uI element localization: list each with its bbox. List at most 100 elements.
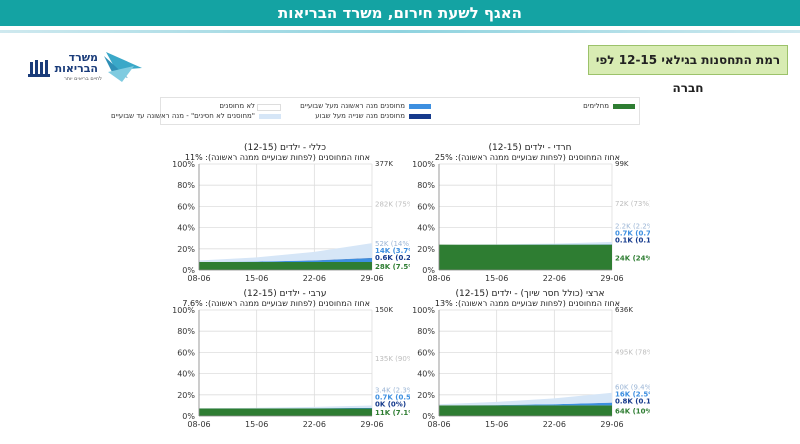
x-tick-label: 08-06 xyxy=(187,420,210,429)
x-tick-label: 15-06 xyxy=(485,420,508,429)
x-tick-label: 08-06 xyxy=(187,274,210,283)
chart-subtitle: אחוז המחוסנים (לפחות שבועיים ממנה ראשונה… xyxy=(184,153,370,162)
y-tick-label: 20% xyxy=(417,245,435,254)
area-pending xyxy=(439,241,612,245)
chart-title: כללי - ילדים (12-15) xyxy=(243,143,327,153)
label-first-dose: 0.7K (0.7%) xyxy=(615,230,650,238)
logo-text: משרד הבריאות xyxy=(54,51,98,75)
label-recovered: 11K (7.1%) xyxy=(375,409,410,417)
legend-label-first: מחוסנים מנה ראשונה מעל שבועיים xyxy=(300,102,405,110)
area-pending xyxy=(199,243,372,262)
page-title: רמת התחסנות בגילאי 12-15 לפי חברה xyxy=(588,45,788,95)
y-tick-label: 20% xyxy=(417,391,435,400)
chart-title: חרדי - ילדים (12-15) xyxy=(488,143,572,153)
chart-general: 0% 20% 40% 60% 80% 100% 08-06 15-06 22-06 29-06 37… xyxy=(172,160,410,283)
logo-line1: משרד xyxy=(68,51,98,64)
y-tick-label: 0% xyxy=(182,266,195,275)
label-pending: 2.2K (2.2%) xyxy=(615,223,650,231)
y-tick-label: 40% xyxy=(177,370,195,379)
chart-title: ערבי - ילדים (12-15) xyxy=(243,289,327,299)
page-header: האגף לשעת חירום, משרד הבריאות xyxy=(0,0,800,26)
legend-swatch-first xyxy=(409,104,431,109)
chart-haredi: 0% 20% 40% 60% 80% 100% 08-06 15-06 22-06 29-06 99… xyxy=(412,160,650,283)
x-tick-label: 15-06 xyxy=(485,274,508,283)
logo-tagline: לחיים בריאים יותר xyxy=(63,76,102,82)
label-second-dose: 0.6K (0.2%) xyxy=(375,254,410,262)
legend-label-pending: "מחוסנים לא חסינים" - מנה ראשונה עד שבוע… xyxy=(111,112,255,120)
area-pending xyxy=(439,392,612,406)
label-pending: 52K (14%) xyxy=(375,240,410,248)
x-tick-label: 08-06 xyxy=(427,420,450,429)
chart-arab: 0% 20% 40% 60% 80% 100% 08-06 15-06 22-06 29-06 15… xyxy=(172,306,410,429)
area-pending xyxy=(199,405,372,409)
header-stripe xyxy=(0,30,800,33)
label-recovered: 28K (7.5%) xyxy=(375,263,410,271)
area-recovered xyxy=(199,262,372,270)
label-total: 99K xyxy=(615,160,629,168)
label-unvaccinated: 282K (75%) xyxy=(375,201,410,209)
y-tick-label: 60% xyxy=(177,348,195,357)
y-tick-label: 40% xyxy=(417,224,435,233)
y-tick-label: 100% xyxy=(172,160,195,169)
ministry-logo-icon xyxy=(28,52,142,82)
area-recovered xyxy=(199,408,372,416)
chart-subtitle: אחוז המחוסנים (לפחות שבועיים ממנה ראשונה… xyxy=(434,299,620,308)
label-first-dose: 16K (2.5%) xyxy=(615,390,650,398)
label-unvaccinated: 72K (73%) xyxy=(615,200,650,208)
label-second-dose: 0.1K (0.1%) xyxy=(615,237,650,245)
chart-subtitle: אחוז המחוסנים (לפחות שבועיים ממנה ראשונה… xyxy=(182,299,370,308)
label-first-dose: 14K (3.7%) xyxy=(375,247,410,255)
y-tick-label: 0% xyxy=(182,412,195,421)
legend-label-recovered: מחלימים xyxy=(583,102,609,110)
label-unvaccinated: 135K (90%) xyxy=(375,355,410,363)
y-tick-label: 80% xyxy=(417,327,435,336)
area-recovered xyxy=(439,244,612,270)
y-tick-label: 20% xyxy=(177,245,195,254)
y-tick-label: 100% xyxy=(172,306,195,315)
x-tick-label: 29-06 xyxy=(600,274,623,283)
y-tick-label: 60% xyxy=(417,202,435,211)
chart-national: 0% 20% 40% 60% 80% 100% 08-06 15-06 22-06 29-06 63… xyxy=(412,306,650,429)
legend-label-second: מחוסנים מנה שנייה מעל שבוע xyxy=(315,112,405,120)
x-tick-label: 15-06 xyxy=(245,420,268,429)
label-total: 377K xyxy=(375,160,393,168)
y-tick-label: 40% xyxy=(177,224,195,233)
y-tick-label: 80% xyxy=(177,181,195,190)
x-tick-label: 22-06 xyxy=(303,274,326,283)
y-tick-label: 20% xyxy=(177,391,195,400)
label-pending: 60K (9.4%) xyxy=(615,383,650,391)
area-recovered xyxy=(439,405,612,416)
x-tick-label: 22-06 xyxy=(543,274,566,283)
label-second-dose: 0.8K (0.1%) xyxy=(615,397,650,405)
legend-swatch-second xyxy=(409,114,431,119)
x-tick-label: 15-06 xyxy=(245,274,268,283)
y-tick-label: 40% xyxy=(417,370,435,379)
plot-area xyxy=(199,310,372,416)
chart-subtitle: אחוז המחוסנים (לפחות שבועיים ממנה ראשונה… xyxy=(434,153,620,162)
y-tick-label: 100% xyxy=(412,306,435,315)
x-tick-label: 22-06 xyxy=(303,420,326,429)
chart-legend: מחלימים מחוסנים מנה ראשונה מעל שבועיים ל… xyxy=(111,97,640,125)
y-tick-label: 0% xyxy=(422,412,435,421)
label-unvaccinated: 495K (78%) xyxy=(615,348,650,356)
logo-line2: הבריאות xyxy=(54,62,98,75)
x-tick-label: 29-06 xyxy=(360,274,383,283)
x-tick-label: 08-06 xyxy=(427,274,450,283)
chart-title: ארצי (כולל חסר שיוך) - ילדים (12-15) xyxy=(455,289,605,299)
y-tick-label: 0% xyxy=(422,266,435,275)
area-first-dose xyxy=(199,258,372,262)
legend-label-unvax: לא מחוסנים xyxy=(219,102,255,110)
area-first-dose xyxy=(199,407,372,409)
legend-swatch-pending xyxy=(259,114,281,119)
label-total: 150K xyxy=(375,306,393,314)
y-tick-label: 60% xyxy=(417,348,435,357)
y-tick-label: 100% xyxy=(412,160,435,169)
y-tick-label: 60% xyxy=(177,202,195,211)
x-tick-label: 22-06 xyxy=(543,420,566,429)
label-recovered: 64K (10%) xyxy=(615,408,650,416)
legend-swatch-unvax xyxy=(257,104,281,111)
label-recovered: 24K (24%) xyxy=(615,254,650,262)
label-total: 636K xyxy=(615,306,633,314)
label-first-dose: 0.7K (0.5%) xyxy=(375,393,410,401)
label-pending: 3.4K (2.3%) xyxy=(375,386,410,394)
